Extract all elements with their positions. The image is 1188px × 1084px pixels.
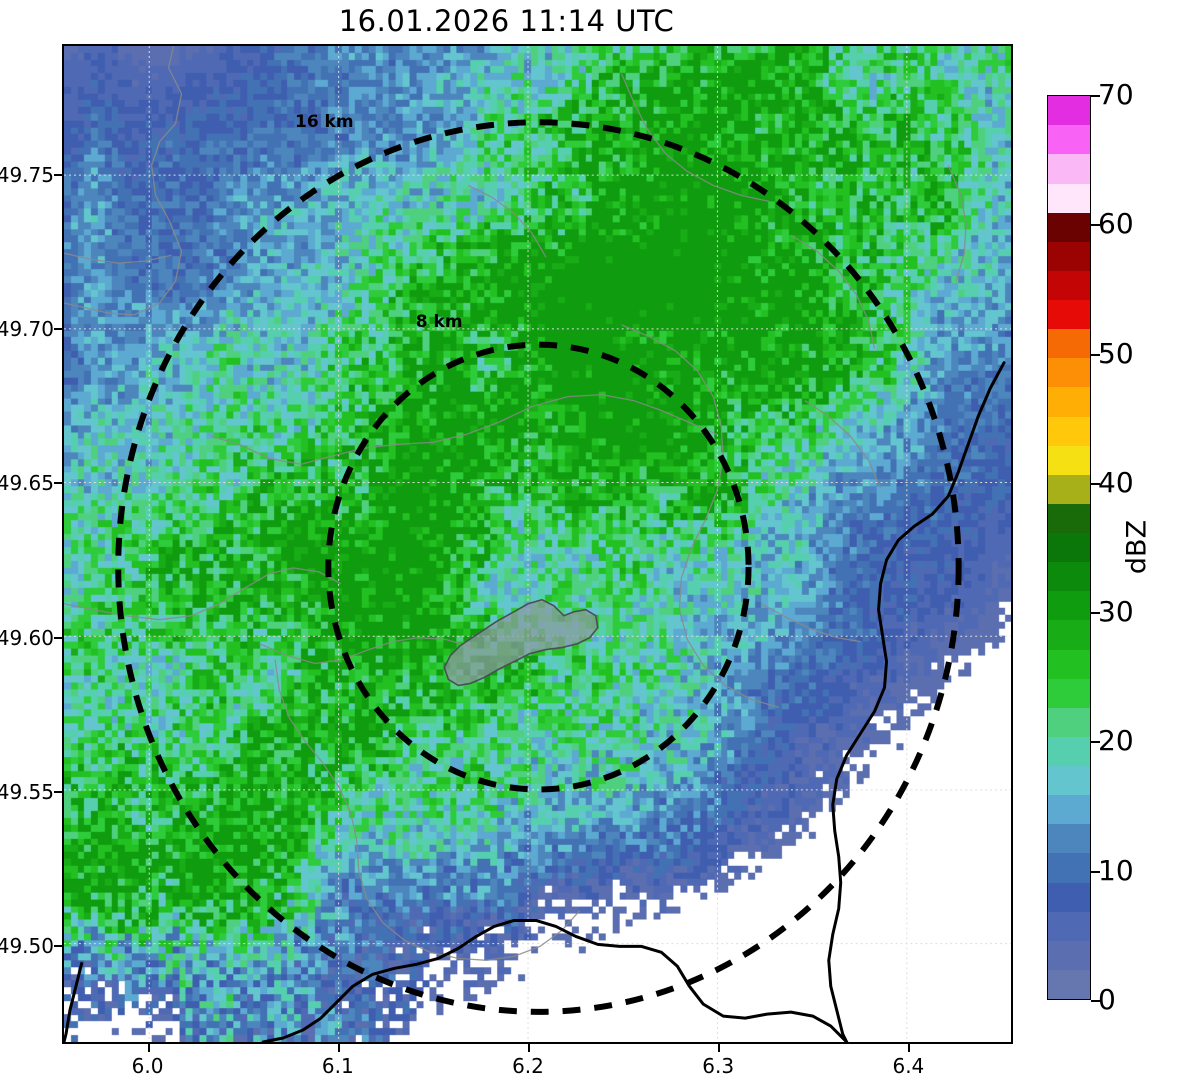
colorbar-tick-mark	[1091, 482, 1100, 485]
colorbar-band	[1048, 96, 1090, 126]
y-axis-tick-mark	[54, 173, 62, 176]
admin-boundary-line	[760, 603, 861, 643]
y-axis-tick-label: 49.55	[0, 779, 54, 804]
colorbar-tick-mark	[1091, 1000, 1100, 1002]
range-ring-label-16km: 16 km	[294, 112, 354, 132]
colorbar-band	[1048, 678, 1090, 708]
y-axis-tick-mark	[54, 482, 62, 485]
colorbar-band	[1048, 387, 1090, 417]
colorbar[interactable]	[1047, 95, 1091, 1000]
y-axis-tick-label: 49.70	[0, 316, 54, 341]
colorbar-tick-label: 0	[1098, 983, 1116, 1016]
colorbar-band	[1048, 212, 1090, 242]
y-axis-tick-mark	[54, 327, 62, 330]
colorbar-band	[1048, 445, 1090, 475]
colorbar-band	[1048, 125, 1090, 155]
x-axis-tick-mark	[147, 1044, 150, 1052]
colorbar-band	[1048, 562, 1090, 592]
x-axis-tick-mark	[337, 1044, 340, 1052]
page-title: 16.01.2026 11:14 UTC	[338, 4, 675, 38]
range-ring-8km	[325, 341, 752, 793]
y-axis-tick-mark	[54, 636, 62, 639]
admin-boundary-line	[64, 567, 342, 621]
y-axis-tick-label: 49.50	[0, 934, 54, 959]
colorbar-band	[1048, 241, 1090, 271]
country-border-south	[261, 918, 849, 1042]
colorbar-tick-mark	[1091, 224, 1100, 227]
colorbar-tick-label: 10	[1098, 853, 1134, 887]
colorbar-gradient	[1047, 95, 1091, 1000]
colorbar-band	[1048, 474, 1090, 504]
colorbar-tick-mark	[1091, 95, 1100, 97]
admin-boundary-line	[621, 324, 780, 708]
colorbar-band	[1048, 183, 1090, 213]
colorbar-band	[1048, 940, 1090, 970]
x-axis-tick-mark	[527, 1044, 530, 1052]
admin-boundary-line	[804, 400, 882, 489]
x-axis-tick-label: 6.1	[321, 1054, 354, 1078]
colorbar-tick-label: 40	[1098, 465, 1134, 499]
colorbar-band	[1048, 620, 1090, 650]
colorbar-band	[1048, 707, 1090, 737]
x-axis-tick-mark	[718, 1044, 721, 1052]
colorbar-band	[1048, 503, 1090, 533]
colorbar-tick-label: 30	[1098, 595, 1134, 629]
city-area-polygon	[443, 598, 599, 687]
colorbar-band	[1048, 911, 1090, 941]
admin-boundary-line	[790, 234, 876, 349]
colorbar-tick-label: 70	[1098, 78, 1134, 111]
range-ring-16km	[115, 119, 962, 1015]
x-axis-tick-label: 6.4	[892, 1054, 925, 1078]
colorbar-band	[1048, 824, 1090, 854]
admin-boundary-line	[211, 393, 718, 465]
colorbar-band	[1048, 853, 1090, 883]
colorbar-tick-mark	[1091, 353, 1100, 356]
y-axis-tick-mark	[54, 945, 62, 948]
admin-boundary-line	[621, 73, 770, 203]
radar-map-axes[interactable]	[62, 44, 1013, 1044]
colorbar-tick-label: 50	[1098, 336, 1134, 370]
colorbar-band	[1048, 270, 1090, 300]
colorbar-band	[1048, 591, 1090, 621]
admin-boundary-line	[64, 46, 183, 316]
colorbar-band	[1048, 736, 1090, 766]
x-axis-tick-mark	[908, 1044, 911, 1052]
map-overlay-layer	[64, 46, 1011, 1042]
colorbar-tick-mark	[1091, 612, 1100, 615]
country-border-east	[827, 361, 1006, 1042]
y-axis-tick-label: 49.65	[0, 471, 54, 496]
colorbar-tick-label: 20	[1098, 724, 1134, 758]
admin-boundary-line	[947, 165, 967, 282]
y-axis-tick-label: 49.75	[0, 162, 54, 187]
x-axis-tick-label: 6.2	[512, 1054, 544, 1078]
country-border-west	[64, 961, 84, 1042]
admin-boundary-line	[258, 636, 475, 665]
colorbar-tick-label: 60	[1098, 207, 1134, 241]
colorbar-band	[1048, 766, 1090, 796]
colorbar-band	[1048, 882, 1090, 912]
y-axis-tick-label: 49.60	[0, 625, 54, 650]
colorbar-band	[1048, 358, 1090, 388]
admin-boundary-line	[274, 659, 581, 961]
colorbar-band	[1048, 329, 1090, 359]
admin-boundary-line	[468, 184, 547, 258]
y-axis-tick-mark	[54, 790, 62, 793]
colorbar-tick-mark	[1091, 741, 1100, 744]
colorbar-band	[1048, 300, 1090, 330]
colorbar-band	[1048, 649, 1090, 679]
colorbar-band	[1048, 533, 1090, 563]
colorbar-band	[1048, 969, 1090, 999]
range-ring-label-8km: 8 km	[415, 312, 463, 332]
radar-reflectivity-layer	[64, 46, 1011, 1042]
colorbar-axis-label: dBZ	[1121, 519, 1153, 575]
admin-boundary-line	[64, 252, 172, 264]
colorbar-band	[1048, 795, 1090, 825]
x-axis-tick-label: 6.0	[131, 1054, 164, 1078]
colorbar-band	[1048, 416, 1090, 446]
x-axis-tick-label: 6.3	[702, 1054, 735, 1078]
colorbar-band	[1048, 154, 1090, 184]
colorbar-tick-mark	[1091, 870, 1100, 873]
